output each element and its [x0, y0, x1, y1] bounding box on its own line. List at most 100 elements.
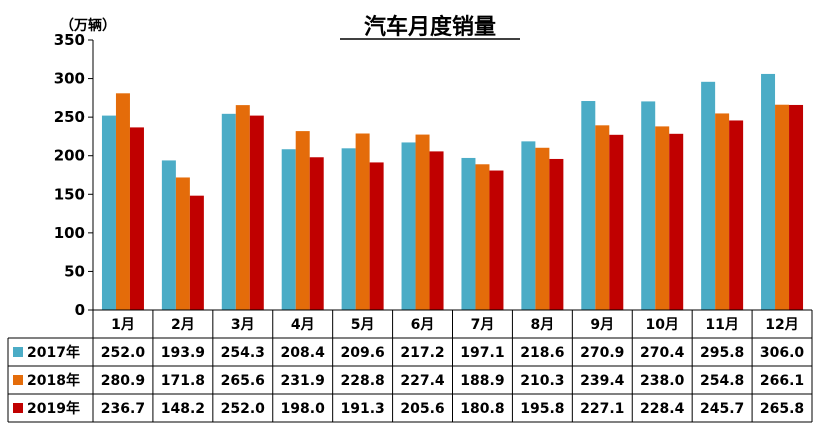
bar-2018年-4月: [295, 131, 310, 310]
data-label: 227.1: [580, 401, 624, 417]
x-tick-label: 7月: [471, 317, 495, 333]
y-tick-label: 0: [75, 301, 85, 319]
data-label: 218.6: [520, 345, 564, 361]
data-label: 254.3: [221, 345, 265, 361]
data-label: 195.8: [520, 401, 564, 417]
bar-2017年-5月: [341, 148, 356, 310]
data-label: 210.3: [520, 373, 564, 389]
x-tick-label: 10月: [645, 317, 678, 333]
x-tick-label: 11月: [705, 317, 738, 333]
data-label: 306.0: [760, 345, 805, 361]
bar-2019年-5月: [369, 162, 384, 310]
data-label: 228.8: [340, 373, 384, 389]
bar-2019年-10月: [669, 133, 684, 310]
bar-2019年-3月: [249, 115, 264, 310]
legend-swatch-2019年: [13, 403, 23, 413]
bar-2017年-3月: [221, 113, 236, 310]
bar-2019年-1月: [129, 127, 144, 310]
data-label: 254.8: [700, 373, 744, 389]
data-label: 171.8: [161, 373, 205, 389]
data-label: 265.8: [760, 401, 804, 417]
data-label: 252.0: [101, 345, 146, 361]
legend-label-2018年: 2018年: [27, 372, 80, 389]
bar-2017年-12月: [761, 73, 776, 310]
bar-2017年-1月: [101, 115, 116, 310]
bar-2018年-1月: [115, 93, 130, 310]
data-label: 228.4: [640, 401, 685, 417]
data-label: 238.0: [640, 373, 685, 389]
data-label: 193.9: [161, 345, 205, 361]
bar-2018年-3月: [235, 105, 250, 310]
data-label: 209.6: [340, 345, 384, 361]
bar-2019年-12月: [789, 104, 804, 310]
y-tick-label: 200: [54, 147, 85, 165]
bar-2017年-10月: [641, 101, 656, 310]
bar-2019年-4月: [309, 157, 324, 310]
data-label: 188.9: [460, 373, 504, 389]
bar-2017年-9月: [581, 101, 596, 311]
x-tick-label: 4月: [291, 317, 315, 333]
bar-2019年-8月: [549, 158, 564, 310]
bar-2018年-8月: [535, 147, 550, 310]
data-label: 270.4: [640, 345, 685, 361]
data-label: 236.7: [101, 401, 145, 417]
y-tick-label: 350: [54, 31, 85, 49]
bar-2018年-12月: [775, 104, 790, 310]
bar-2017年-8月: [521, 141, 536, 310]
bar-2019年-11月: [729, 120, 744, 311]
y-tick-label: 300: [54, 70, 85, 88]
bar-2017年-2月: [161, 160, 176, 310]
x-tick-label: 8月: [531, 317, 555, 333]
data-label: 231.9: [281, 373, 325, 389]
x-tick-label: 2月: [171, 317, 195, 333]
data-label: 148.2: [161, 401, 205, 417]
data-label: 295.8: [700, 345, 744, 361]
data-label: 208.4: [281, 345, 326, 361]
legend-label-2019年: 2019年: [27, 400, 80, 417]
data-label: 227.4: [400, 373, 445, 389]
y-axis-unit-label: （万辆）: [60, 17, 116, 34]
y-tick-label: 50: [64, 262, 85, 280]
plot-area: 0 50 100 150 200 250 300 350: [54, 31, 804, 319]
bar-2018年-11月: [715, 113, 730, 310]
data-label: 266.1: [760, 373, 804, 389]
bar-2018年-7月: [475, 164, 490, 310]
bar-2018年-2月: [175, 177, 190, 310]
data-label: 198.0: [281, 401, 326, 417]
y-tick-label: 150: [54, 185, 85, 203]
data-label: 180.8: [460, 401, 504, 417]
x-tick-label: 9月: [590, 317, 614, 333]
bar-2017年-4月: [281, 149, 296, 310]
bar-2017年-11月: [701, 81, 716, 310]
data-label: 205.6: [400, 401, 444, 417]
bar-2018年-10月: [655, 126, 670, 311]
bar-2017年-6月: [401, 142, 416, 310]
bar-2018年-9月: [595, 125, 610, 310]
bar-2018年-5月: [355, 133, 370, 310]
data-label: 217.2: [400, 345, 444, 361]
bar-2017年-7月: [461, 157, 476, 310]
bar-2019年-6月: [429, 151, 444, 310]
legend-swatch-2018年: [13, 375, 23, 385]
y-tick-label: 250: [54, 108, 85, 126]
legend-swatch-2017年: [13, 347, 23, 357]
data-label: 245.7: [700, 401, 744, 417]
data-label: 280.9: [101, 373, 145, 389]
x-tick-label: 3月: [231, 317, 255, 333]
bar-2019年-7月: [489, 170, 504, 310]
data-table: 1月 2月 3月 4月 5月 6月 7月 8月 9月 10月 11月 12月 2017年 252.0 193…: [7, 309, 813, 423]
legend-label-2017年: 2017年: [27, 344, 80, 361]
data-label: 239.4: [580, 373, 625, 389]
x-tick-label: 1月: [111, 317, 135, 333]
x-tick-label: 6月: [411, 317, 435, 333]
bar-2018年-6月: [415, 134, 430, 310]
data-label: 252.0: [221, 401, 266, 417]
data-label: 191.3: [340, 401, 384, 417]
bar-2019年-9月: [609, 134, 624, 310]
x-tick-label: 5月: [351, 317, 375, 333]
x-tick-label: 12月: [765, 317, 798, 333]
chart-title: 汽车月度销量: [364, 14, 496, 40]
data-label: 197.1: [460, 345, 504, 361]
